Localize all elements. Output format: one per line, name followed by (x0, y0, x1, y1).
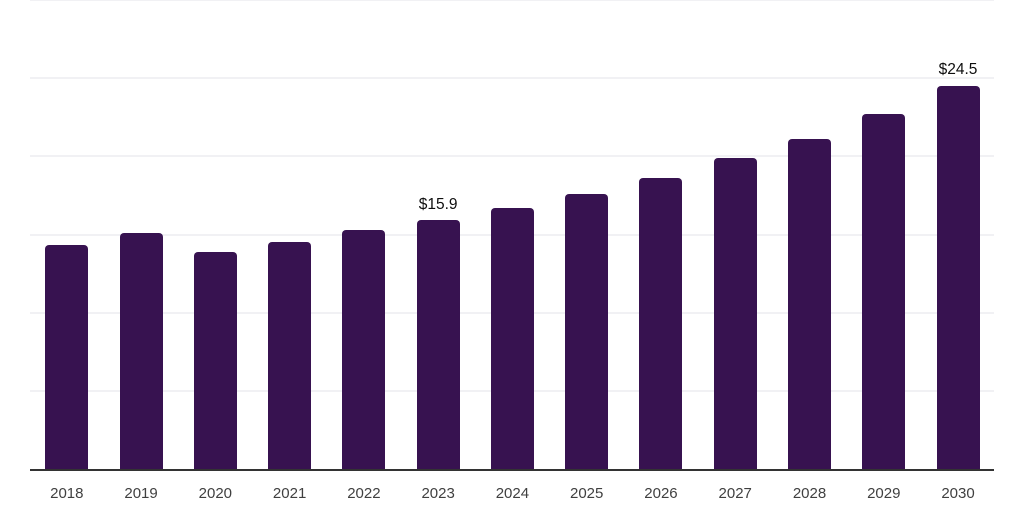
bar-2021[interactable] (268, 242, 312, 469)
bar-2024[interactable] (490, 207, 534, 469)
bar-2019[interactable] (119, 232, 163, 469)
bar-2023[interactable] (416, 220, 460, 469)
x-tick-label-2023: 2023 (421, 485, 455, 502)
x-tick-label-2025: 2025 (570, 485, 604, 502)
bar-2027[interactable] (713, 157, 757, 469)
x-tick-label-2027: 2027 (718, 485, 752, 502)
bar-2022[interactable] (342, 229, 386, 469)
x-tick-label-2024: 2024 (495, 485, 530, 502)
x-tick-label-2020: 2020 (198, 485, 233, 502)
x-tick-label-2029: 2029 (867, 485, 901, 502)
x-axis-line (30, 469, 994, 471)
data-label-2023: $15.9 (418, 195, 458, 213)
gridline-30 (30, 0, 994, 1)
plot-area: $15.9 $24.5 (30, 0, 994, 471)
bar-2020[interactable] (193, 251, 237, 469)
x-tick-label-2018: 2018 (50, 485, 84, 502)
gridline-25 (30, 77, 994, 80)
bar-2018[interactable] (45, 245, 89, 469)
bar-2026[interactable] (639, 178, 683, 469)
x-tick-label-2022: 2022 (347, 485, 381, 502)
bar-2029[interactable] (862, 114, 906, 469)
x-tick-label-2030: 2030 (941, 485, 975, 502)
x-tick-label-2021: 2021 (272, 485, 307, 502)
x-tick-label-2026: 2026 (644, 485, 678, 502)
x-tick-label-2028: 2028 (792, 485, 827, 502)
bar-2030[interactable] (936, 85, 980, 469)
gridline-20 (30, 155, 994, 158)
x-tick-label-2019: 2019 (124, 485, 158, 502)
bar-2025[interactable] (565, 193, 609, 469)
bar-2028[interactable] (788, 139, 831, 469)
data-label-2030: $24.5 (938, 61, 978, 79)
